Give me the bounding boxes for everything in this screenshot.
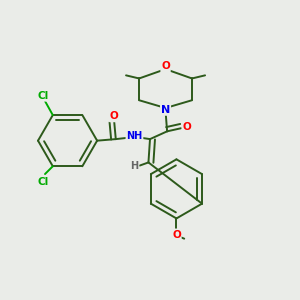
Text: H: H <box>130 160 139 171</box>
Text: N: N <box>161 105 170 115</box>
Text: Cl: Cl <box>38 91 49 101</box>
Text: Cl: Cl <box>38 176 49 187</box>
Text: NH: NH <box>126 131 142 141</box>
Text: O: O <box>161 61 170 71</box>
Text: O: O <box>172 230 181 240</box>
Text: O: O <box>110 111 118 122</box>
Text: O: O <box>182 122 191 132</box>
